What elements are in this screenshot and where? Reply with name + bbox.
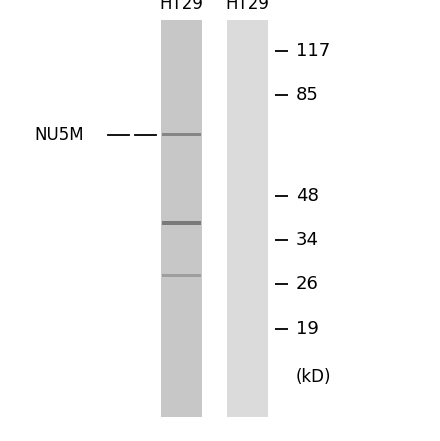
Text: (kD): (kD) bbox=[296, 368, 332, 386]
Bar bbox=[162, 133, 201, 136]
Text: HT29: HT29 bbox=[226, 0, 269, 13]
Bar bbox=[162, 274, 201, 277]
Text: 19: 19 bbox=[296, 320, 319, 337]
Bar bbox=[161, 20, 202, 417]
Bar bbox=[227, 20, 268, 417]
Text: 34: 34 bbox=[296, 232, 319, 249]
Text: 48: 48 bbox=[296, 187, 319, 205]
Bar bbox=[162, 220, 201, 225]
Text: 117: 117 bbox=[296, 42, 330, 60]
Text: HT29: HT29 bbox=[160, 0, 203, 13]
Text: NU5M: NU5M bbox=[34, 126, 84, 143]
Text: 26: 26 bbox=[296, 276, 319, 293]
Text: 85: 85 bbox=[296, 86, 319, 104]
